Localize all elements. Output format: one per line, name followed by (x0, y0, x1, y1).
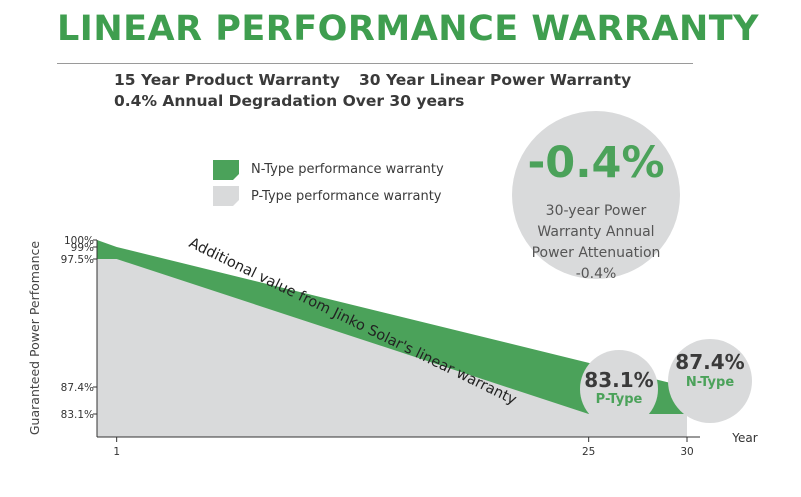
y-tick-label: 83.1% (61, 409, 94, 421)
degradation-text: 0.4% Annual Degradation Over 30 years (114, 92, 465, 110)
legend-ntype-swatch (213, 160, 239, 180)
ntype-bubble-value: 87.4% (675, 350, 745, 374)
y-tick-label: 87.4% (61, 382, 94, 394)
legend-ptype-label: P-Type performance warranty (251, 189, 442, 204)
ptype-bubble-label: P-Type (595, 392, 643, 407)
ptype-bubble-value: 83.1% (584, 368, 654, 392)
ntype-bubble: 87.4% N-Type (668, 339, 752, 423)
attenuation-value: -0.4% (527, 138, 665, 188)
attenuation-bubble: -0.4% 30-year Power Warranty Annual Powe… (512, 111, 680, 282)
attenuation-line-4: -0.4% (575, 266, 617, 282)
attenuation-line-1: 30-year Power (545, 203, 647, 219)
y-tick-label: 97.5% (61, 254, 94, 266)
x-tick-label: 30 (680, 446, 693, 458)
y-tick-label: 99% (71, 242, 94, 254)
linear-warranty-text: 30 Year Linear Power Warranty (359, 71, 632, 89)
attenuation-line-3: Power Attenuation (531, 245, 661, 261)
x-tick-label: 25 (582, 446, 595, 458)
legend-ptype-swatch (213, 186, 239, 206)
ptype-area (97, 259, 687, 437)
legend-ntype-label: N-Type performance warranty (251, 162, 444, 177)
product-warranty-text: 15 Year Product Warranty (114, 71, 340, 89)
title-divider (57, 63, 693, 64)
attenuation-description: 30-year Power Warranty Annual Power Atte… (512, 201, 680, 285)
y-tick-label: 100% (64, 235, 94, 247)
attenuation-line-2: Warranty Annual (537, 224, 655, 240)
x-axis-label: Year (731, 431, 757, 445)
x-tick-label: 1 (113, 446, 120, 458)
page-title: LINEAR PERFORMANCE WARRANTY (57, 9, 759, 49)
ntype-bubble-label: N-Type (685, 375, 735, 390)
y-axis-label: Guaranteed Power Perfomance (27, 241, 42, 436)
ptype-bubble: 83.1% P-Type (580, 350, 658, 428)
